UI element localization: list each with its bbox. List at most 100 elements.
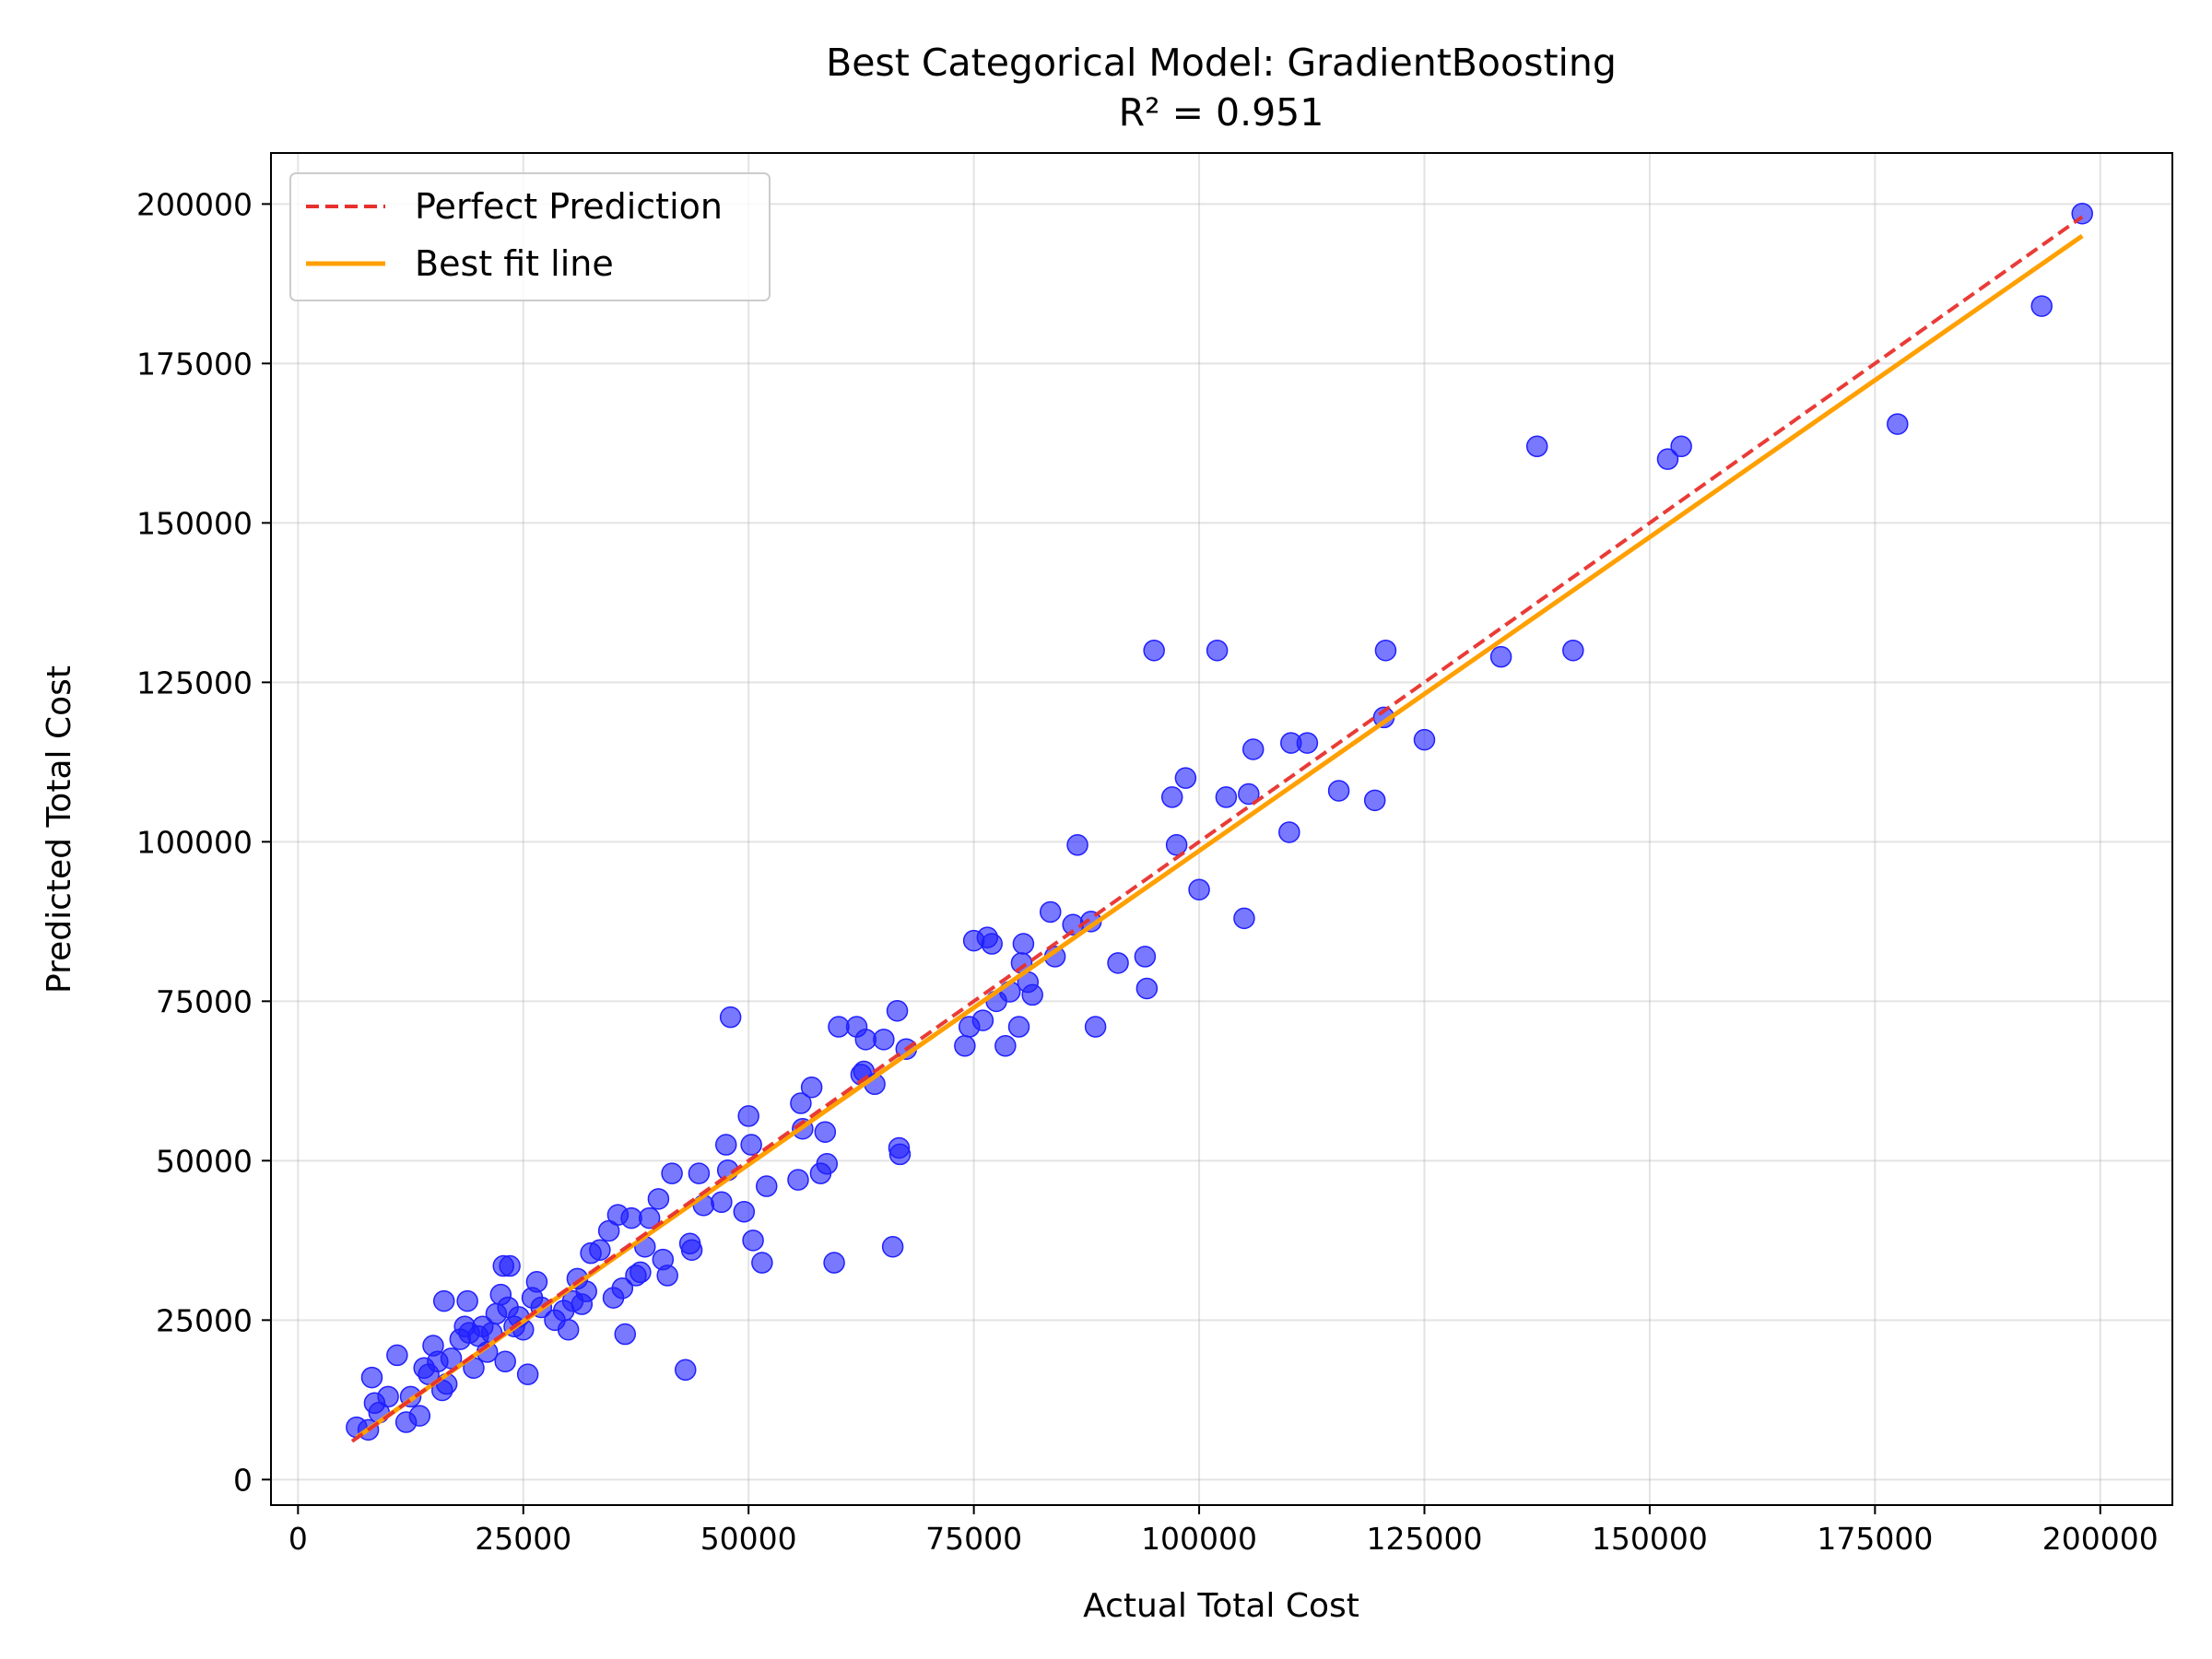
data-point [1374,639,1397,662]
data-point [499,1254,521,1277]
y-tick-label: 150000 [136,505,253,541]
data-point [432,1289,455,1312]
x-tick-label: 0 [288,1521,308,1557]
data-point [1525,435,1548,458]
data-point [733,1200,756,1223]
data-point [575,1280,597,1302]
y-tick-label: 100000 [136,824,253,860]
data-point [386,1344,408,1367]
y-axis-ticks: 0 25000 50000 75000 100000 125000 150000 175000… [136,186,271,1498]
data-point [1296,732,1319,754]
y-tick-label: 175000 [136,346,253,382]
x-tick-label: 125000 [1366,1521,1482,1557]
data-point [1241,738,1265,760]
data-point [1238,782,1260,806]
x-axis-label: Actual Total Cost [1083,1587,1359,1625]
data-point [787,1169,809,1191]
x-tick-label: 200000 [2042,1521,2159,1557]
data-point [456,1289,478,1312]
data-point [377,1385,399,1408]
data-point [494,1350,516,1373]
data-points [346,202,2093,1441]
x-tick-label: 25000 [475,1521,571,1557]
data-point [1278,821,1300,843]
data-point [740,1134,762,1156]
data-point [1363,789,1386,812]
legend-box [289,172,771,301]
data-point [1174,767,1197,789]
data-point [1670,435,1692,458]
data-point [620,1206,642,1230]
data-point [1562,639,1584,662]
data-point [1012,933,1035,955]
data-point [2030,295,2053,317]
y-tick-label: 50000 [156,1143,253,1179]
y-tick-label: 200000 [136,186,253,222]
y-axis-label: Predicted Total Cost [41,665,78,994]
x-tick-label: 175000 [1817,1521,1933,1557]
data-point [854,1029,877,1051]
data-point [1107,952,1129,974]
chart-title: Best Categorical Model: GradientBoosting [826,41,1617,85]
data-point [1887,413,1909,435]
y-tick-label: 75000 [156,983,253,1019]
legend-label-best-fit-line: Best fit line [415,243,614,284]
data-point [755,1175,778,1197]
data-point [873,1029,895,1051]
data-point [656,1265,678,1287]
data-point [719,1006,742,1029]
data-point [1165,834,1188,856]
data-point [1135,977,1159,1000]
data-point [800,1077,823,1099]
data-point [742,1230,764,1252]
data-point [1188,878,1210,900]
data-point [440,1347,463,1370]
grid-lines [271,153,2172,1505]
data-point [589,1239,611,1261]
data-point [360,1366,383,1389]
data-point [611,1277,634,1300]
data-point [408,1405,431,1427]
data-point [1413,728,1436,751]
data-point [816,1153,839,1175]
data-point [711,1191,733,1214]
data-point [647,1188,670,1210]
data-point [823,1252,845,1274]
legend: Perfect Prediction Best fit line [289,172,771,301]
y-tick-label: 0 [233,1462,253,1498]
data-point [680,1239,703,1261]
reference-lines [350,215,2084,1443]
data-point [1215,786,1238,808]
data-point [971,1009,994,1031]
data-point [1066,834,1088,856]
data-point [790,1092,812,1114]
data-point [888,1143,912,1166]
x-tick-label: 50000 [700,1521,797,1557]
data-point [828,1016,850,1038]
data-point [638,1206,661,1230]
x-tick-label: 75000 [925,1521,1022,1557]
data-point [1007,1016,1030,1038]
data-point [814,1121,837,1143]
data-point [1160,786,1183,808]
data-point [886,999,909,1022]
data-point [1327,780,1350,802]
data-point [1489,645,1512,668]
data-point [1084,1016,1107,1038]
data-point [525,1271,548,1293]
data-point [715,1134,737,1156]
data-point [557,1318,580,1341]
data-point [751,1252,773,1274]
best-fit-line [355,233,2084,1440]
data-point [954,1035,976,1057]
data-point [1206,639,1229,662]
data-point [1039,900,1062,924]
data-point [1233,907,1255,930]
data-point [981,933,1003,955]
chart-subtitle: R² = 0.951 [1119,90,1324,135]
x-axis-ticks: 0 25000 50000 75000 100000 125000 150000 175000… [288,1505,2159,1557]
data-point [661,1162,683,1184]
y-tick-label: 25000 [156,1302,253,1338]
data-point [881,1235,904,1258]
